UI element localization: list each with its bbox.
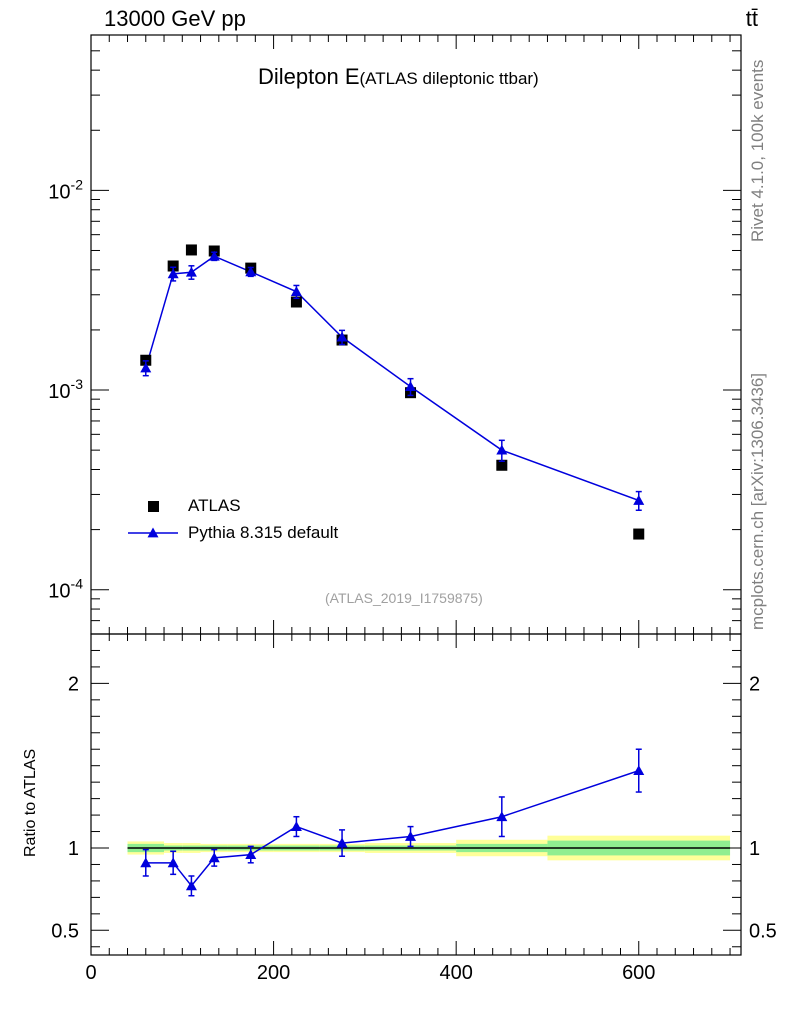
- rivet-label: Rivet 4.1.0, 100k events: [748, 59, 767, 242]
- main-frame: [90, 34, 742, 635]
- mc-point-4: [245, 266, 257, 277]
- ratio-point-3: [208, 852, 220, 863]
- data-point-5: [290, 296, 302, 308]
- legend-data-marker: [148, 501, 159, 512]
- energy-label: 13000 GeV pp: [104, 6, 246, 31]
- ratio-point-4: [245, 849, 257, 859]
- ratio-y-tick-label-right-1: 1: [749, 838, 760, 860]
- mc-point-9: [633, 494, 645, 505]
- ratio-y-tick-label-left-1: 1: [68, 838, 79, 860]
- ratio-mc-line: [145, 769, 639, 888]
- ratio-point-6: [336, 837, 348, 848]
- ratio-y-tick-label-left-2: 2: [68, 673, 79, 695]
- source-label: mcplots.cern.ch [arXiv:1306.3436]: [748, 372, 767, 630]
- data-point-8: [496, 459, 508, 471]
- legend-mc-label: Pythia 8.315 default: [188, 523, 339, 542]
- analysis-id: (ATLAS_2019_I1759875): [325, 590, 483, 606]
- mc-point-2: [185, 266, 197, 277]
- ratio-y-tick-label-right-0: 0.5: [749, 920, 777, 942]
- data-point-2: [185, 244, 197, 256]
- mc-point-5: [290, 286, 302, 297]
- mc-line: [145, 255, 640, 502]
- legend-mc-marker: [147, 527, 159, 538]
- plot-title: Dilepton E(ATLAS dileptonic ttbar): [258, 64, 539, 90]
- ratio-point-7: [405, 830, 417, 841]
- main-y-tick-label-1: 10-3: [48, 376, 83, 403]
- x-tick-label-1: 200: [257, 962, 290, 984]
- ratio-axis-title: Ratio to ATLAS: [22, 748, 39, 857]
- title-sub: (ATLAS dileptonic ttbar): [359, 69, 539, 88]
- ratio-point-0: [140, 857, 152, 868]
- mc-point-3: [208, 250, 220, 261]
- x-tick-label-0: 0: [85, 962, 96, 984]
- ratio-point-5: [290, 821, 302, 831]
- mc-point-8: [496, 444, 508, 455]
- mc-point-6: [336, 331, 348, 342]
- process-label: tt̄: [745, 6, 758, 31]
- mc-point-7: [405, 381, 417, 392]
- main-y-tick-label-0: 10-2: [48, 176, 83, 203]
- x-tick-label-2: 400: [439, 962, 472, 984]
- ratio-frame: [90, 633, 742, 956]
- ratio-point-2: [185, 880, 197, 891]
- mc-point-0: [140, 362, 152, 373]
- ratio-point-8: [496, 811, 508, 822]
- ratio-y-tick-label-right-2: 2: [749, 673, 760, 695]
- x-tick-label-3: 600: [622, 962, 655, 984]
- title-main: Dilepton E: [258, 64, 360, 89]
- ratio-point-9: [633, 765, 645, 776]
- legend-data-label: ATLAS: [188, 496, 241, 515]
- data-point-9: [633, 528, 645, 540]
- mc-point-1: [167, 268, 179, 279]
- data-point-1: [167, 260, 179, 272]
- main-y-tick-label-2: 10-4: [48, 576, 83, 603]
- ratio-y-tick-label-left-0: 0.5: [51, 920, 79, 942]
- ratio-point-1: [167, 857, 179, 868]
